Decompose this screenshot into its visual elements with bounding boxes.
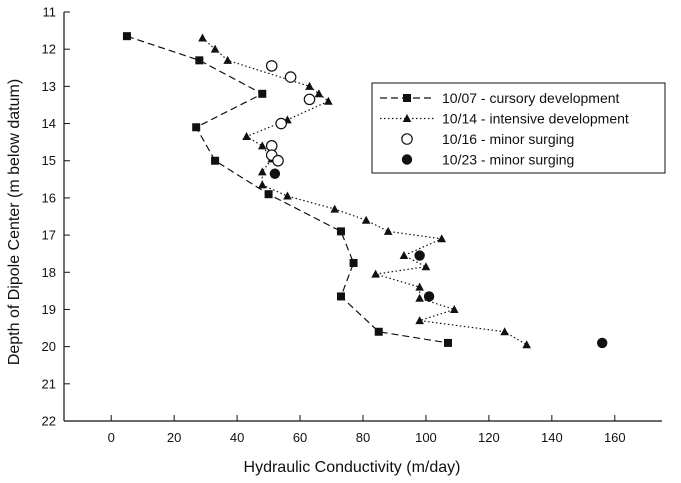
triangle-marker bbox=[314, 89, 324, 98]
x-tick-label: 140 bbox=[541, 430, 563, 445]
triangle-marker bbox=[223, 55, 232, 64]
x-tick-label: 80 bbox=[356, 430, 370, 445]
legend-item-2: 10/14 - intensive development bbox=[380, 111, 629, 127]
triangle-marker bbox=[242, 132, 251, 141]
square-marker bbox=[374, 327, 383, 336]
y-tick-label: 22 bbox=[42, 414, 56, 429]
x-tick-label: 60 bbox=[293, 430, 307, 445]
y-tick-label: 18 bbox=[42, 265, 56, 280]
open-circle-marker bbox=[284, 71, 297, 83]
square-marker bbox=[122, 32, 131, 41]
triangle-marker bbox=[283, 191, 292, 200]
y-tick-label: 15 bbox=[42, 153, 56, 168]
triangle-marker bbox=[402, 114, 412, 122]
x-tick-label: 0 bbox=[108, 430, 115, 445]
legend-label: 10/07 - cursory development bbox=[442, 90, 620, 106]
x-tick-label: 20 bbox=[167, 430, 181, 445]
square-marker bbox=[264, 190, 273, 199]
square-marker bbox=[349, 258, 358, 267]
legend-item-1: 10/07 - cursory development bbox=[380, 90, 620, 106]
series-layer bbox=[122, 32, 608, 349]
triangle-marker bbox=[415, 293, 424, 302]
legend-items: 10/07 - cursory development 10/14 - inten… bbox=[380, 90, 629, 168]
y-tick-label: 14 bbox=[42, 116, 56, 131]
open-circle-marker bbox=[303, 93, 316, 106]
y-tick-label: 12 bbox=[42, 42, 56, 57]
y-tick-label: 13 bbox=[42, 79, 56, 94]
legend-item-3: 10/16 - minor surging bbox=[401, 131, 574, 147]
triangle-marker bbox=[371, 269, 380, 278]
x-tick-label: 100 bbox=[415, 430, 437, 445]
triangle-marker bbox=[257, 141, 267, 150]
legend: 10/07 - cursory development 10/14 - inten… bbox=[371, 82, 666, 174]
filled-circle-marker bbox=[401, 154, 413, 165]
square-marker bbox=[195, 56, 204, 65]
square-marker bbox=[336, 292, 345, 301]
y-tick-label: 19 bbox=[42, 302, 56, 317]
filled-circle-marker bbox=[423, 291, 435, 302]
y-tick-label: 21 bbox=[42, 376, 56, 391]
series-1 bbox=[122, 32, 452, 347]
square-marker bbox=[443, 338, 452, 347]
y-tick-label: 17 bbox=[42, 228, 56, 243]
triangle-marker bbox=[415, 316, 424, 325]
x-tick-label: 40 bbox=[230, 430, 244, 445]
legend-label: 10/16 - minor surging bbox=[442, 131, 574, 147]
triangle-marker bbox=[257, 167, 267, 176]
triangle-marker bbox=[449, 304, 459, 313]
triangle-marker bbox=[522, 340, 531, 349]
square-marker bbox=[258, 89, 267, 98]
triangle-marker bbox=[415, 282, 424, 291]
square-marker bbox=[211, 156, 220, 165]
legend-box bbox=[371, 82, 666, 174]
x-axis-title: Hydraulic Conductivity (m/day) bbox=[244, 459, 461, 476]
x-tick-label: 160 bbox=[604, 430, 626, 445]
open-circle-marker bbox=[275, 117, 287, 130]
y-ticks: 11 12 13 14 15 16 17 18 19 20 21 22 bbox=[42, 5, 70, 429]
legend-item-4: 10/23 - minor surging bbox=[401, 152, 574, 168]
series-line bbox=[126, 35, 449, 344]
triangle-marker bbox=[324, 96, 333, 105]
y-tick-label: 11 bbox=[43, 5, 57, 20]
square-marker bbox=[403, 94, 411, 102]
y-tick-label: 16 bbox=[42, 190, 56, 205]
axes bbox=[63, 12, 662, 422]
x-ticks: 0 20 40 60 80 100 120 140 160 bbox=[108, 415, 626, 445]
triangle-marker bbox=[421, 262, 431, 271]
triangle-marker bbox=[399, 251, 409, 260]
triangle-marker bbox=[383, 226, 393, 235]
triangle-marker bbox=[198, 33, 207, 42]
triangle-marker bbox=[330, 204, 339, 213]
open-circle-marker bbox=[401, 133, 413, 145]
series-4 bbox=[269, 168, 608, 349]
square-marker bbox=[192, 123, 201, 132]
legend-label: 10/23 - minor surging bbox=[442, 152, 574, 168]
filled-circle-marker bbox=[269, 168, 281, 179]
open-circle-marker bbox=[265, 60, 278, 72]
y-axis-title: Depth of Dipole Center (m below datum) bbox=[6, 79, 23, 365]
y-tick-label: 20 bbox=[42, 339, 56, 354]
triangle-marker bbox=[305, 81, 314, 90]
triangle-marker bbox=[210, 44, 220, 53]
filled-circle-marker bbox=[597, 337, 608, 349]
triangle-marker bbox=[361, 215, 371, 224]
filled-circle-marker bbox=[414, 250, 425, 261]
series-2 bbox=[198, 33, 531, 349]
legend-label: 10/14 - intensive development bbox=[442, 111, 629, 127]
series-3 bbox=[265, 60, 316, 167]
open-circle-marker bbox=[272, 154, 284, 167]
triangle-marker bbox=[437, 234, 446, 243]
triangle-marker bbox=[500, 327, 509, 336]
square-marker bbox=[336, 227, 345, 236]
triangle-marker bbox=[257, 180, 267, 189]
x-tick-label: 120 bbox=[478, 430, 500, 445]
